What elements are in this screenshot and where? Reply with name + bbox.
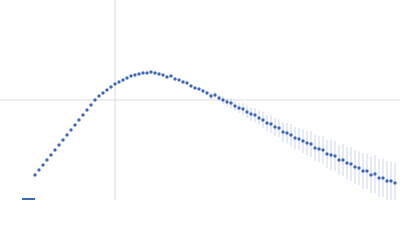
point	[33, 173, 37, 177]
point	[189, 84, 193, 88]
point	[265, 121, 269, 125]
point	[281, 130, 285, 134]
point	[229, 101, 233, 105]
point	[177, 78, 181, 82]
point	[297, 137, 301, 141]
point	[341, 158, 345, 162]
point	[389, 179, 393, 183]
point	[137, 72, 141, 76]
point	[277, 126, 281, 130]
point	[305, 141, 309, 145]
point	[197, 87, 201, 91]
point	[85, 108, 89, 112]
point	[317, 147, 321, 151]
point	[117, 80, 121, 84]
point	[309, 142, 313, 146]
point	[201, 89, 205, 93]
point	[49, 153, 53, 157]
point	[161, 73, 165, 77]
point	[89, 103, 93, 107]
point	[321, 148, 325, 152]
point	[205, 91, 209, 95]
point	[101, 91, 105, 95]
point	[285, 131, 289, 135]
point	[337, 158, 341, 162]
point	[65, 133, 69, 137]
point	[293, 136, 297, 140]
point	[345, 161, 349, 165]
point	[357, 166, 361, 170]
point	[61, 138, 65, 142]
point	[121, 78, 125, 82]
point	[157, 72, 161, 76]
point	[185, 81, 189, 85]
point	[141, 71, 145, 75]
point	[45, 158, 49, 162]
point	[385, 179, 389, 183]
point	[133, 73, 137, 77]
point	[245, 110, 249, 114]
point	[301, 139, 305, 143]
point	[165, 75, 169, 79]
point	[353, 165, 357, 169]
point	[81, 113, 85, 117]
point	[373, 172, 377, 176]
point	[221, 98, 225, 102]
point	[369, 173, 373, 177]
point	[393, 181, 397, 185]
point	[173, 77, 177, 81]
point	[313, 146, 317, 150]
point	[93, 98, 97, 102]
point	[105, 88, 109, 92]
point	[217, 96, 221, 100]
point	[241, 107, 245, 111]
point	[209, 94, 213, 98]
point	[257, 116, 261, 120]
point	[381, 176, 385, 180]
point	[237, 106, 241, 110]
point	[273, 125, 277, 129]
point	[181, 80, 185, 84]
chart	[0, 0, 400, 200]
point	[37, 168, 41, 172]
point	[233, 104, 237, 108]
point	[225, 100, 229, 104]
point	[365, 169, 369, 173]
point	[41, 163, 45, 167]
point	[325, 152, 329, 156]
point	[269, 122, 273, 126]
point	[125, 76, 129, 80]
point	[361, 169, 365, 173]
point	[73, 123, 77, 127]
point	[377, 176, 381, 180]
point	[129, 74, 133, 78]
point	[97, 94, 101, 98]
point	[109, 85, 113, 89]
point	[329, 153, 333, 157]
point	[333, 154, 337, 158]
point	[349, 162, 353, 166]
point	[153, 71, 157, 75]
point	[213, 93, 217, 97]
point	[193, 86, 197, 90]
point	[57, 143, 61, 147]
point	[169, 74, 173, 78]
point	[113, 82, 117, 86]
point	[249, 112, 253, 116]
point	[261, 118, 265, 122]
point	[149, 70, 153, 74]
point	[69, 128, 73, 132]
point	[145, 71, 149, 75]
point	[253, 113, 257, 117]
point	[77, 118, 81, 122]
point	[289, 133, 293, 137]
point	[53, 148, 57, 152]
